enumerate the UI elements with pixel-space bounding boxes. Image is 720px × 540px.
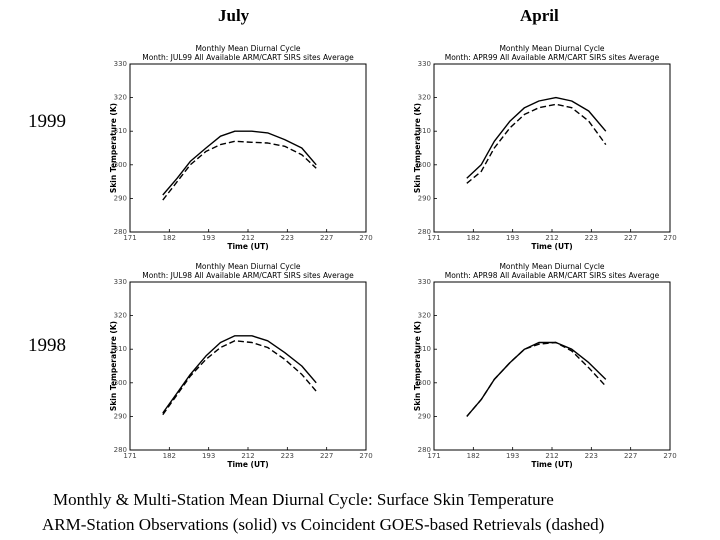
y-tick-label: 310 [418,127,431,135]
plot-frame [433,281,671,451]
series-line-arm-solid [466,96,607,179]
x-tick-label: 171 [427,452,440,460]
x-tick-label: 212 [545,452,558,460]
x-tick-label: 270 [359,452,372,460]
x-tick-label: 270 [663,234,676,242]
y-tick-label: 280 [114,228,127,236]
y-tick-label: 290 [418,412,431,420]
x-tick-label: 182 [467,452,480,460]
chart-subtitle: Month: APR99 All Available ARM/CART SIRS… [445,53,660,62]
x-tick-label: 212 [241,234,254,242]
chart-subtitle: Month: JUL99 All Available ARM/CART SIRS… [142,53,354,62]
y-tick-label: 300 [114,161,127,169]
series-line-goes-dashed [162,140,317,201]
x-tick-label: 193 [506,452,519,460]
x-tick-label: 227 [320,452,333,460]
x-axis-label: Time (UT) [531,460,572,469]
column-label-april: April [520,6,559,25]
y-axis-label: Skin Temperature (K) [109,103,118,193]
y-axis-label: Skin Temperature (K) [413,321,422,411]
y-tick-label: 320 [418,312,431,320]
column-label-july: July [218,6,250,25]
y-axis-label: Skin Temperature (K) [109,321,118,411]
y-tick-label: 320 [418,94,431,102]
y-tick-label: 330 [418,278,431,286]
x-tick-label: 193 [202,234,215,242]
y-tick-label: 280 [418,446,431,454]
x-tick-label: 270 [359,234,372,242]
x-tick-label: 223 [585,452,598,460]
y-tick-label: 310 [114,127,127,135]
plot-frame [433,63,671,233]
chart-title: Monthly Mean Diurnal Cycle [499,262,604,271]
x-tick-label: 182 [163,452,176,460]
caption-line-1: Monthly & Multi-Station Mean Diurnal Cyc… [53,490,554,509]
x-tick-label: 227 [624,452,637,460]
series-line-goes-dashed [162,340,317,416]
y-tick-label: 310 [114,345,127,353]
y-tick-label: 330 [114,60,127,68]
x-tick-label: 193 [202,452,215,460]
chart-subtitle: Month: APR98 All Available ARM/CART SIRS… [445,271,660,280]
chart-subtitle: Month: JUL98 All Available ARM/CART SIRS… [142,271,354,280]
row-label-1998: 1998 [28,335,66,356]
y-tick-label: 300 [418,379,431,387]
y-tick-label: 280 [418,228,431,236]
plot-frame [129,281,367,451]
series-line-arm-solid [162,130,317,196]
y-tick-label: 290 [114,194,127,202]
series-line-arm-solid [162,335,317,414]
y-tick-label: 280 [114,446,127,454]
y-tick-label: 320 [114,312,127,320]
chart-title: Monthly Mean Diurnal Cycle [195,262,300,271]
y-tick-label: 330 [418,60,431,68]
x-tick-label: 193 [506,234,519,242]
x-axis-label: Time (UT) [227,242,268,251]
y-tick-label: 330 [114,278,127,286]
series-line-goes-dashed [466,103,607,184]
series-line-arm-solid [466,341,607,417]
chart-title: Monthly Mean Diurnal Cycle [499,44,604,53]
x-tick-label: 212 [241,452,254,460]
row-label-1999: 1999 [28,111,66,132]
x-tick-label: 223 [281,452,294,460]
y-tick-label: 290 [114,412,127,420]
y-axis-label: Skin Temperature (K) [413,103,422,193]
y-tick-label: 310 [418,345,431,353]
x-tick-label: 270 [663,452,676,460]
plot-frame [129,63,367,233]
x-axis-label: Time (UT) [227,460,268,469]
y-tick-label: 300 [114,379,127,387]
x-tick-label: 182 [467,234,480,242]
y-tick-label: 320 [114,94,127,102]
x-axis-label: Time (UT) [531,242,572,251]
x-tick-label: 171 [123,452,136,460]
x-tick-label: 171 [427,234,440,242]
x-tick-label: 223 [281,234,294,242]
series-line-goes-dashed [466,341,607,417]
y-tick-label: 300 [418,161,431,169]
chart-title: Monthly Mean Diurnal Cycle [195,44,300,53]
x-tick-label: 212 [545,234,558,242]
y-tick-label: 290 [418,194,431,202]
x-tick-label: 227 [320,234,333,242]
caption-line-2: ARM-Station Observations (solid) vs Coin… [42,515,605,534]
x-tick-label: 171 [123,234,136,242]
x-tick-label: 223 [585,234,598,242]
x-tick-label: 227 [624,234,637,242]
x-tick-label: 182 [163,234,176,242]
